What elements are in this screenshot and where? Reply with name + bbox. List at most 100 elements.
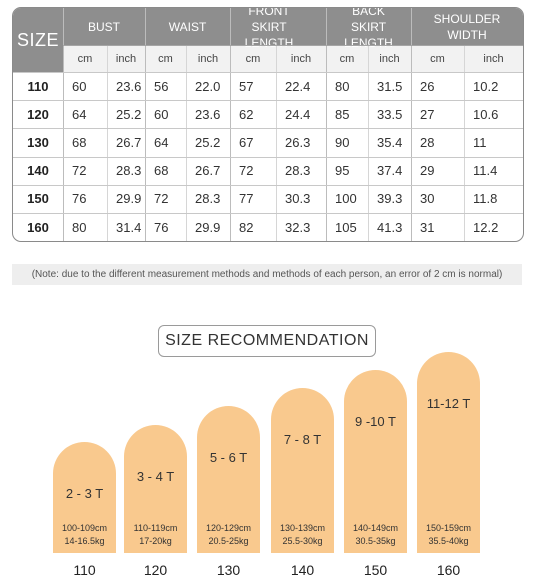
cell-inch-value: 28.3 (285, 163, 311, 179)
cell-inch-value: 25.2 (195, 134, 221, 150)
size-bar (124, 425, 187, 553)
unit-cm-label: cm (245, 52, 261, 65)
bar-height-range: 110-119cm (133, 523, 178, 533)
bar-weight-range: 14-16.5kg (64, 536, 105, 546)
row-divider (13, 100, 523, 102)
cell-inch-value: 12.2 (473, 219, 499, 235)
row-size-label: 120 (27, 106, 49, 122)
row-size-label: 110 (27, 78, 49, 94)
unit-cm-label: cm (77, 52, 93, 65)
bar-height-range: 150-159cm (425, 523, 472, 533)
cell-cm-value: 76 (154, 219, 169, 235)
measurement-note: (Note: due to the different measurement … (12, 264, 522, 285)
bar-age-label: 9 -10 T (355, 414, 396, 429)
row-size-label: 140 (27, 163, 49, 179)
bar-age-label: 7 - 8 T (283, 432, 322, 447)
cell-cm-value: 60 (154, 106, 169, 122)
bar-size-label: 120 (143, 562, 168, 578)
unit-cm-label: cm (430, 52, 445, 65)
size-header: SIZE (16, 30, 59, 50)
unit-inch-label: inch (483, 52, 504, 65)
size-recommendation-title: SIZE RECOMMENDATION (158, 325, 376, 357)
cell-inch-value: 39.3 (377, 191, 403, 207)
cell-cm-value: 90 (335, 134, 350, 150)
cell-cm-value: 80 (335, 78, 350, 94)
size-bar (344, 370, 407, 553)
column-divider (145, 8, 146, 241)
cell-cm-value: 30 (420, 191, 435, 207)
cell-inch-value: 26.7 (195, 163, 221, 179)
bar-height-range: 140-149cm (352, 523, 399, 533)
bar-size-label: 150 (363, 562, 388, 578)
front-skirt-length-header: FRONT SKIRT LENGTH (245, 7, 294, 50)
column-divider (411, 8, 412, 241)
column-divider (230, 8, 231, 241)
cell-inch-value: 28.3 (195, 191, 221, 207)
cell-inch-value: 24.4 (285, 106, 311, 122)
cell-cm-value: 29 (420, 163, 435, 179)
cell-cm-value: 72 (72, 163, 87, 179)
bust-header: BUST (87, 19, 120, 34)
cell-cm-value: 76 (72, 191, 87, 207)
bar-age-label: 11-12 T (426, 396, 471, 411)
cell-cm-value: 64 (154, 134, 169, 150)
size-chart-table: SIZE BUST WAIST FRONT SKIRT LENGTH BACK … (12, 7, 524, 242)
unit-divider (107, 45, 108, 241)
row-divider (13, 128, 523, 130)
cell-inch-value: 10.6 (473, 106, 499, 122)
size-bar (417, 352, 480, 553)
column-divider (326, 8, 327, 241)
row-divider (13, 213, 523, 214)
cell-inch-value: 22.4 (285, 78, 311, 94)
bar-weight-range: 30.5-35kg (355, 536, 396, 546)
cell-cm-value: 31 (420, 219, 435, 235)
cell-inch-value: 41.3 (377, 219, 403, 235)
cell-cm-value: 57 (239, 78, 254, 94)
bar-weight-range: 35.5-40kg (428, 536, 469, 546)
size-bar (53, 442, 116, 553)
unit-cm-label: cm (158, 52, 173, 65)
cell-inch-value: 23.6 (116, 78, 142, 94)
bar-weight-range: 20.5-25kg (208, 536, 249, 546)
cell-inch-value: 31.4 (116, 219, 142, 235)
cell-cm-value: 68 (154, 163, 169, 179)
bar-size-label: 130 (216, 562, 241, 578)
bar-height-range: 120-129cm (205, 523, 252, 533)
cell-inch-value: 29.9 (116, 191, 142, 207)
cell-inch-value: 28.3 (116, 163, 142, 179)
cell-inch-value: 26.7 (116, 134, 142, 150)
cell-inch-value: 26.3 (285, 134, 311, 150)
unit-divider (368, 45, 369, 241)
cell-cm-value: 67 (239, 134, 254, 150)
cell-cm-value: 72 (154, 191, 169, 207)
cell-cm-value: 95 (335, 163, 350, 179)
size-bar (197, 406, 260, 553)
cell-inch-value: 35.4 (377, 134, 403, 150)
unit-inch-label: inch (290, 52, 312, 65)
row-size-label: 150 (27, 191, 49, 207)
cell-inch-value: 11.8 (473, 191, 498, 207)
cell-inch-value: 37.4 (377, 163, 403, 179)
shoulder-width-header: SHOULDER WIDTH (433, 12, 501, 42)
back-skirt-length-header: BACK SKIRT LENGTH (344, 7, 393, 50)
cell-cm-value: 64 (72, 106, 87, 122)
cell-cm-value: 68 (72, 134, 87, 150)
cell-cm-value: 27 (420, 106, 435, 122)
cell-inch-value: 23.6 (195, 106, 221, 122)
unit-divider (276, 45, 277, 241)
bar-age-label: 3 - 4 T (136, 469, 175, 484)
bar-age-label: 2 - 3 T (65, 486, 104, 501)
unit-inch-label: inch (379, 52, 400, 65)
cell-inch-value: 25.2 (116, 106, 142, 122)
row-divider (13, 184, 523, 186)
cell-inch-value: 33.5 (377, 106, 403, 122)
column-divider (63, 8, 64, 241)
cell-cm-value: 56 (154, 78, 169, 94)
cell-cm-value: 100 (335, 191, 357, 207)
row-size-label: 130 (27, 134, 49, 150)
cell-inch-value: 10.2 (473, 78, 499, 94)
cell-inch-value: 31.5 (377, 78, 403, 94)
unit-divider (186, 45, 187, 241)
cell-cm-value: 82 (239, 219, 254, 235)
bar-height-range: 130-139cm (279, 523, 326, 533)
